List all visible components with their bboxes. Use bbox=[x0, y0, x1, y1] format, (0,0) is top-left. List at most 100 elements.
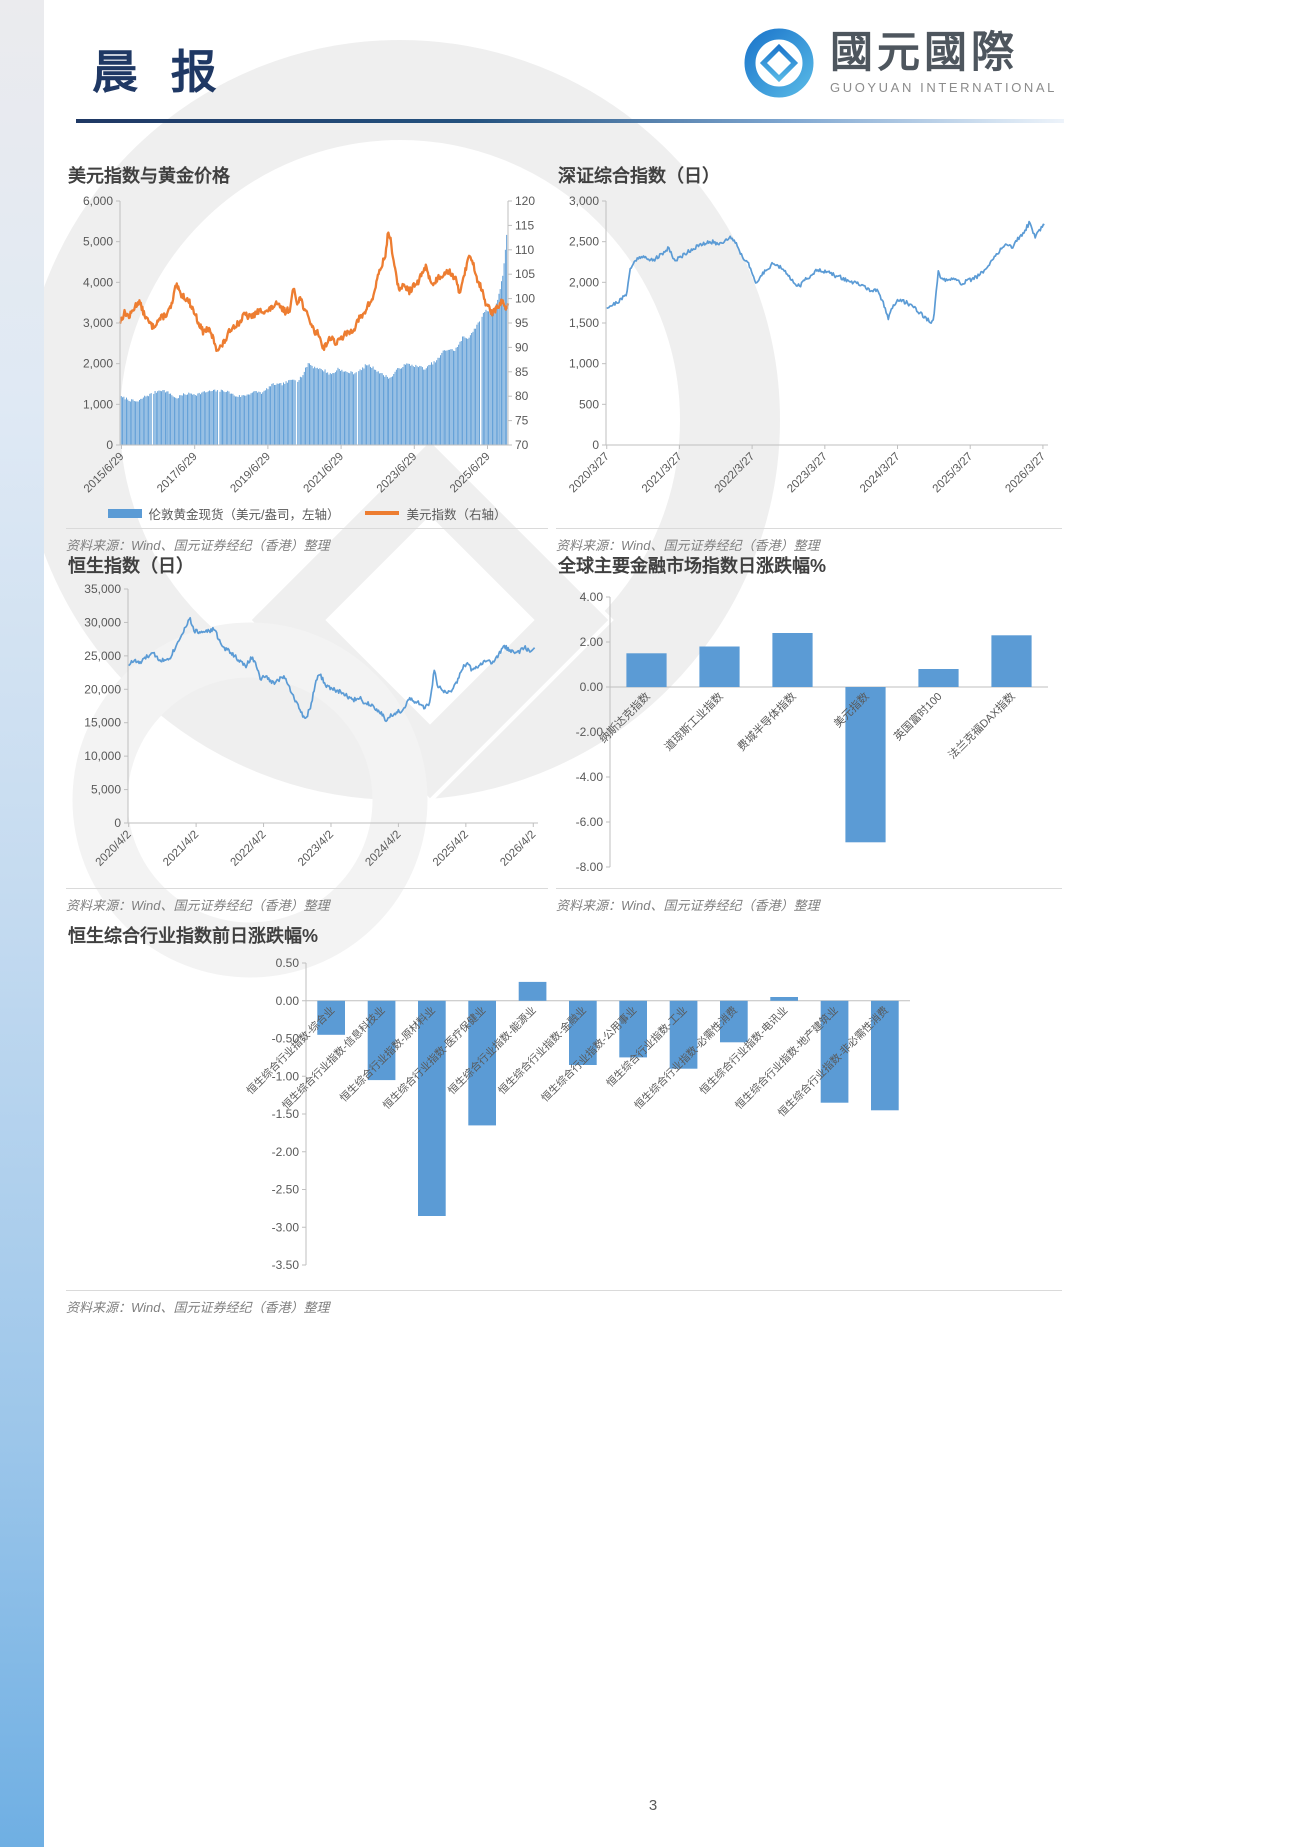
svg-text:30,000: 30,000 bbox=[84, 615, 121, 629]
svg-text:-6.00: -6.00 bbox=[576, 815, 604, 829]
usd-gold-chart: 6,000 5,000 4,000 3,000 2,000 1,000 0 120 115 110… bbox=[82, 194, 535, 496]
svg-text:2026/4/2: 2026/4/2 bbox=[498, 829, 538, 869]
chart-title-global-indices: 全球主要金融市场指数日涨跌幅% bbox=[558, 556, 827, 576]
chart-title-szse: 深证综合指数（日） bbox=[558, 166, 720, 186]
svg-text:2015/6/29: 2015/6/29 bbox=[82, 451, 127, 496]
header-divider bbox=[76, 119, 1064, 123]
page-title: 晨 报 bbox=[92, 46, 227, 98]
svg-text:3,000: 3,000 bbox=[83, 316, 113, 330]
svg-text:-0.50: -0.50 bbox=[272, 1032, 300, 1046]
company-logo: 國元國際 GUOYUAN INTERNATIONAL bbox=[742, 26, 1057, 100]
svg-text:10,000: 10,000 bbox=[84, 749, 121, 763]
svg-text:费城半导体指数: 费城半导体指数 bbox=[734, 689, 798, 753]
svg-text:0: 0 bbox=[106, 438, 113, 452]
svg-text:3,000: 3,000 bbox=[569, 194, 599, 208]
svg-text:2022/3/27: 2022/3/27 bbox=[713, 451, 758, 496]
svg-text:0: 0 bbox=[592, 438, 599, 452]
svg-text:2023/3/27: 2023/3/27 bbox=[785, 451, 830, 496]
legend-item-gold: 伦敦黄金现货（美元/盎司，左轴） bbox=[107, 504, 340, 523]
svg-text:1,000: 1,000 bbox=[569, 357, 599, 371]
svg-text:-2.50: -2.50 bbox=[272, 1183, 300, 1197]
svg-text:2021/3/27: 2021/3/27 bbox=[640, 451, 685, 496]
svg-text:-2.00: -2.00 bbox=[576, 725, 604, 739]
svg-text:2024/4/2: 2024/4/2 bbox=[363, 829, 403, 869]
chart-block-usd-gold: 美元指数与黄金价格 6,000 5,000 4,000 3,000 2,000 1,000… bbox=[66, 166, 548, 554]
svg-text:2017/6/29: 2017/6/29 bbox=[155, 451, 200, 496]
svg-text:道琼斯工业指数: 道琼斯工业指数 bbox=[661, 689, 725, 753]
svg-text:2023/6/29: 2023/6/29 bbox=[375, 451, 420, 496]
svg-text:90: 90 bbox=[515, 340, 529, 354]
svg-text:2021/6/29: 2021/6/29 bbox=[302, 451, 347, 496]
svg-text:80: 80 bbox=[515, 389, 529, 403]
source-note-szse: 资料来源：Wind、国元证券经纪（香港）整理 bbox=[556, 528, 1062, 554]
chart-block-hang-seng: 恒生指数（日） 35,000 30,000 25,000 20,000 15,000 10… bbox=[66, 556, 548, 914]
global-indices-bar-chart: 4.00 2.00 0.00 -2.00 -4.00 -6.00 -8.00 纳斯达克指数 道琼… bbox=[576, 590, 1048, 874]
svg-text:0.00: 0.00 bbox=[276, 994, 300, 1008]
svg-text:15,000: 15,000 bbox=[84, 716, 121, 730]
hang-seng-chart: 35,000 30,000 25,000 20,000 15,000 10,000 5,00… bbox=[84, 583, 538, 869]
svg-text:0.50: 0.50 bbox=[276, 956, 300, 970]
svg-text:105: 105 bbox=[515, 267, 535, 281]
usd-series-label: 美元指数（右轴） bbox=[406, 507, 507, 522]
svg-text:2020/4/2: 2020/4/2 bbox=[94, 829, 134, 869]
svg-text:2020/3/27: 2020/3/27 bbox=[567, 451, 612, 496]
company-logo-icon bbox=[744, 28, 814, 98]
svg-text:2025/4/2: 2025/4/2 bbox=[431, 829, 471, 869]
svg-text:纳斯达克指数: 纳斯达克指数 bbox=[596, 689, 653, 746]
svg-text:2024/3/27: 2024/3/27 bbox=[858, 451, 903, 496]
svg-text:2021/4/2: 2021/4/2 bbox=[161, 829, 201, 869]
usd-series-swatch bbox=[365, 511, 400, 515]
svg-text:95: 95 bbox=[515, 316, 529, 330]
source-note-hs-industry: 资料来源：Wind、国元证券经纪（香港）整理 bbox=[66, 1290, 1062, 1316]
svg-text:35,000: 35,000 bbox=[84, 583, 121, 596]
svg-text:-8.00: -8.00 bbox=[576, 860, 604, 874]
gold-series-swatch bbox=[107, 508, 142, 518]
svg-text:2,500: 2,500 bbox=[569, 235, 599, 249]
svg-text:115: 115 bbox=[515, 218, 534, 232]
svg-text:100: 100 bbox=[515, 292, 535, 306]
svg-text:2022/4/2: 2022/4/2 bbox=[229, 829, 269, 869]
usd-gold-legend: 伦敦黄金现货（美元/盎司，左轴） 美元指数（右轴） bbox=[66, 503, 548, 523]
svg-text:2.00: 2.00 bbox=[580, 635, 604, 649]
chart-block-global-indices: 全球主要金融市场指数日涨跌幅% 4.00 2.00 0.00 -2.00 -4.00 -6… bbox=[556, 556, 1062, 914]
svg-text:1,500: 1,500 bbox=[569, 316, 599, 330]
svg-text:0.00: 0.00 bbox=[580, 680, 604, 694]
svg-text:4,000: 4,000 bbox=[83, 275, 113, 289]
svg-text:-3.00: -3.00 bbox=[272, 1220, 300, 1234]
svg-text:-1.00: -1.00 bbox=[272, 1069, 300, 1083]
svg-text:2019/6/29: 2019/6/29 bbox=[228, 451, 273, 496]
svg-text:25,000: 25,000 bbox=[84, 649, 121, 663]
hs-industry-bar-chart: 0.50 0.00 -0.50 -1.00 -1.50 -2.00 -2.50 -3.00 -3… bbox=[244, 956, 910, 1272]
svg-text:-1.50: -1.50 bbox=[272, 1107, 300, 1121]
svg-text:2023/4/2: 2023/4/2 bbox=[296, 829, 336, 869]
svg-text:4.00: 4.00 bbox=[580, 590, 604, 604]
gold-series-label: 伦敦黄金现货（美元/盎司，左轴） bbox=[148, 507, 340, 522]
svg-text:5,000: 5,000 bbox=[83, 235, 113, 249]
page-number: 3 bbox=[648, 1797, 658, 1814]
svg-text:-3.50: -3.50 bbox=[272, 1258, 300, 1272]
svg-text:2025/6/29: 2025/6/29 bbox=[448, 451, 493, 496]
svg-text:法兰克福DAX指数: 法兰克福DAX指数 bbox=[945, 689, 1018, 762]
svg-text:120: 120 bbox=[515, 194, 535, 208]
svg-text:2,000: 2,000 bbox=[83, 357, 113, 371]
svg-text:1,000: 1,000 bbox=[83, 397, 113, 411]
chart-title-hang-seng: 恒生指数（日） bbox=[68, 556, 194, 576]
svg-text:75: 75 bbox=[515, 414, 529, 428]
svg-text:110: 110 bbox=[515, 243, 534, 257]
chart-block-hs-industry: 恒生综合行业指数前日涨跌幅% 0.50 0.00 -0.50 -1.00 -1.50 -2… bbox=[66, 926, 1062, 1316]
left-gradient-strip bbox=[0, 0, 44, 1847]
source-note-global-indices: 资料来源：Wind、国元证券经纪（香港）整理 bbox=[556, 888, 1062, 914]
svg-text:20,000: 20,000 bbox=[84, 682, 121, 696]
company-name-cn: 國元國際 bbox=[830, 29, 1018, 78]
svg-text:85: 85 bbox=[515, 365, 529, 379]
source-note-hang-seng: 资料来源：Wind、国元证券经纪（香港）整理 bbox=[66, 888, 548, 914]
chart-title-usd-gold: 美元指数与黄金价格 bbox=[68, 166, 230, 186]
svg-text:英国富时100: 英国富时100 bbox=[891, 689, 945, 743]
svg-text:-2.00: -2.00 bbox=[272, 1145, 300, 1159]
svg-text:2025/3/27: 2025/3/27 bbox=[931, 451, 976, 496]
svg-text:2,000: 2,000 bbox=[569, 275, 599, 289]
company-name-en: GUOYUAN INTERNATIONAL bbox=[830, 79, 1057, 95]
svg-text:6,000: 6,000 bbox=[83, 194, 113, 208]
